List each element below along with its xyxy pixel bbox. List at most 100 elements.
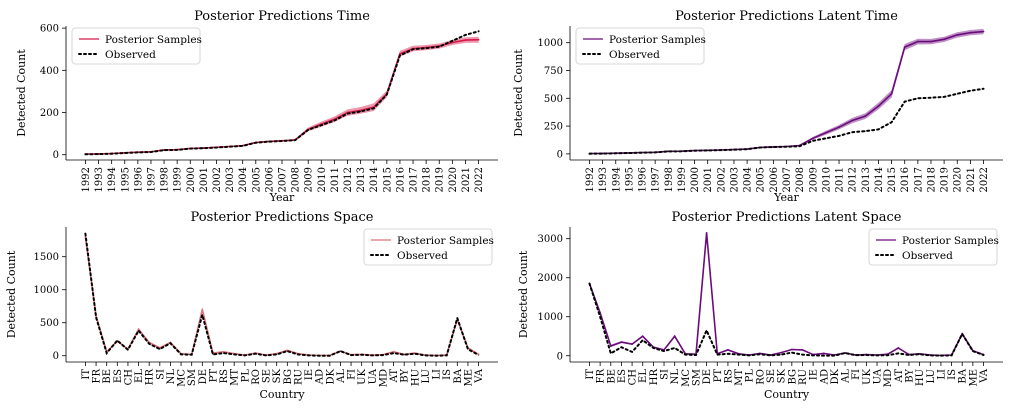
legend-label-observed: Observed	[397, 250, 448, 262]
observed-point	[180, 353, 182, 356]
observed-point	[748, 354, 750, 356]
x-tick-label: 2003	[225, 167, 236, 192]
chart-panel-1: Posterior Predictions Time 0 200 400 600 1992…	[15, 9, 498, 204]
observed-point	[667, 150, 669, 153]
observed-point	[382, 354, 384, 356]
observed-point	[137, 330, 140, 332]
observed-point	[769, 354, 772, 356]
observed-point	[929, 354, 931, 356]
observed-point	[201, 314, 203, 316]
observed-point	[943, 96, 945, 98]
observed-point	[276, 353, 278, 356]
x-tick-label: BA	[958, 368, 969, 383]
x-tick-label: IS	[442, 369, 453, 380]
x-tick-label: 2021	[966, 167, 977, 192]
observed-point	[641, 152, 643, 154]
legend-label-observed: Observed	[609, 49, 660, 61]
observed-point	[438, 46, 440, 48]
observed-point	[124, 152, 126, 154]
posterior-sample-point	[705, 231, 708, 234]
observed-line	[588, 87, 985, 155]
x-tick-label: MT	[230, 369, 241, 386]
observed-point	[163, 149, 165, 151]
x-tick-label: 2006	[264, 167, 275, 192]
observed-point	[399, 54, 401, 57]
posterior-sample-point	[811, 137, 814, 140]
x-tick-label: 2004	[743, 167, 754, 192]
x-tick-label: 2014	[874, 167, 885, 192]
x-tick-label: AL	[841, 369, 852, 384]
y-tick-label: 500	[40, 318, 59, 329]
x-tick-label: ES	[113, 369, 124, 383]
observed-point	[464, 34, 467, 36]
x-tick-label: BE	[606, 369, 617, 384]
observed-point	[297, 353, 299, 356]
x-tick-label: 1996	[133, 167, 144, 192]
y-tick-label: 200	[40, 108, 59, 119]
x-tick-label: 2016	[395, 167, 406, 192]
x-tick-label: CH	[628, 369, 639, 386]
x-axis-label: Country	[764, 388, 810, 401]
x-tick-label: 1998	[664, 167, 675, 192]
x-tick-label: EL	[638, 369, 649, 383]
observed-point	[588, 282, 591, 285]
observed-point	[908, 354, 910, 356]
y-tick-label: 1000	[538, 38, 563, 49]
x-tick-label: MC	[177, 369, 188, 387]
x-tick-label: LI	[936, 369, 947, 380]
x-tick-label: 1995	[120, 167, 131, 192]
x-tick-label: 1995	[624, 167, 635, 192]
observed-point	[222, 352, 225, 354]
chart-title: Posterior Predictions Space	[191, 210, 374, 225]
x-tick-label: 2011	[835, 167, 846, 192]
posterior-sample-point	[477, 38, 480, 41]
observed-point	[451, 40, 453, 42]
observed-point	[919, 353, 921, 355]
x-tick-label: 2007	[782, 167, 793, 192]
observed-point	[392, 352, 395, 354]
observed-point	[855, 354, 857, 356]
y-tick-label: 500	[544, 94, 563, 105]
observed-point	[148, 343, 150, 345]
x-tick-label: 1992	[585, 167, 596, 192]
observed-point	[759, 146, 761, 149]
observed-point	[877, 128, 880, 131]
x-axis-label: Country	[259, 388, 305, 401]
x-tick-label: 2007	[278, 167, 289, 192]
x-tick-label: RU	[798, 369, 809, 385]
y-tick-label: 400	[40, 66, 59, 77]
x-tick-label: 1997	[146, 167, 157, 192]
observed-point	[286, 350, 288, 352]
observed-point	[127, 349, 129, 351]
x-tick-label: PT	[713, 369, 724, 383]
posterior-sample-point	[969, 31, 972, 34]
observed-point	[897, 352, 899, 355]
x-axis-label: Year	[269, 191, 295, 204]
x-tick-label: LU	[421, 369, 432, 384]
x-tick-label: SE	[262, 369, 273, 383]
observed-point	[414, 353, 416, 355]
x-tick-label: 2014	[369, 167, 380, 192]
observed-point	[360, 110, 362, 113]
x-tick-label: PT	[208, 369, 219, 383]
x-tick-label: FI	[347, 369, 358, 380]
chart-panel-2: Posterior Predictions Latent Time 0 250 500…	[512, 9, 1003, 204]
x-tick-label: SI	[155, 369, 166, 380]
observed-point	[631, 351, 633, 353]
posterior-sample-point	[943, 38, 946, 41]
observed-point	[663, 350, 665, 352]
x-tick-label: 1996	[638, 167, 649, 192]
x-tick-label: 2009	[808, 167, 819, 192]
observed-point	[111, 153, 113, 155]
posterior-sample-point	[838, 126, 840, 129]
x-tick-label: DE	[198, 369, 209, 384]
posterior-sample-point	[392, 350, 395, 353]
y-axis-label: Detected Count	[512, 49, 525, 137]
observed-point	[477, 354, 480, 356]
observed-point	[254, 353, 257, 355]
observed-point	[684, 353, 686, 356]
x-tick-label: RO	[755, 369, 766, 385]
observed-point	[972, 350, 974, 352]
legend-label-observed: Observed	[902, 250, 953, 262]
x-tick-label: BG	[283, 369, 294, 385]
